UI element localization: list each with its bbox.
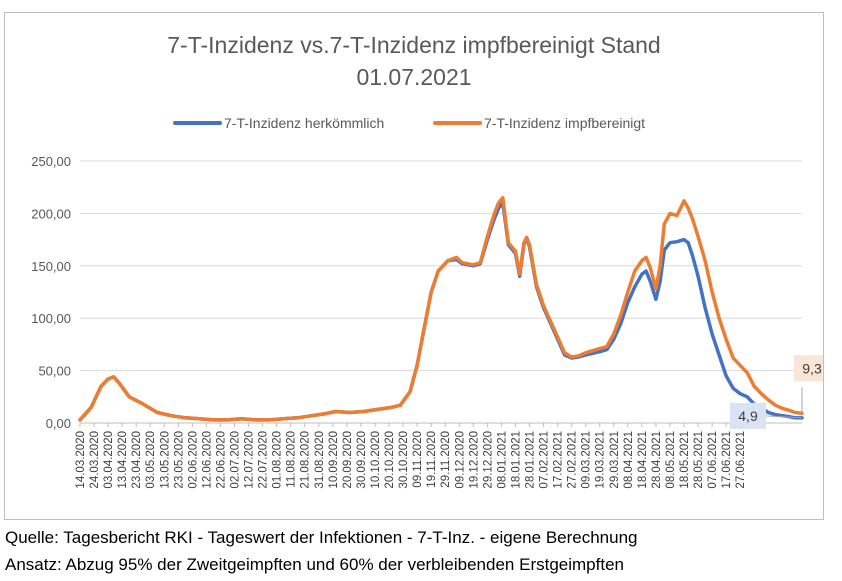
x-tick-label: 29.11.2020 [440,431,452,488]
x-tick-label: 03.04.2020 [103,431,115,489]
gridlines [80,160,802,424]
x-tick-label: 02.07.2020 [230,431,242,489]
x-tick-label: 28.04.2021 [651,431,663,489]
x-tick-label: 22.07.2020 [258,431,270,489]
y-tick-label: 200,00 [31,206,71,221]
x-tick-label: 19.12.2020 [468,431,480,489]
x-tick-label: 12.06.2020 [201,431,213,489]
x-tick-label: 10.09.2020 [328,431,340,489]
series-line-impfbereinigt [78,195,804,422]
x-tick-label: 28.05.2021 [693,431,705,489]
data-label-impfbereinigt: 9,3 [802,360,822,376]
x-tick-label: 02.06.2020 [187,431,199,489]
series-lines [78,195,804,422]
chart-frame: 7-T-Inzidenz vs.7-T-Inzidenz impfbereini… [4,12,824,520]
x-tick-label: 13.04.2020 [117,431,129,489]
x-tick-label: 19.11.2020 [426,431,438,488]
x-tick-label: 29.12.2020 [482,431,494,489]
series-line-herkoemmlich [78,201,804,422]
x-tick-label: 08.01.2021 [496,431,508,489]
x-tick-label: 22.06.2020 [215,431,227,489]
x-tick-label: 30.09.2020 [356,431,368,489]
x-tick-label: 07.02.2021 [539,431,551,489]
x-tick-label: 21.08.2020 [300,431,312,489]
y-tick-label: 50,00 [38,364,71,379]
chart-title-line-1: 7-T-Inzidenz vs.7-T-Inzidenz impfbereini… [167,32,660,58]
y-tick-label: 100,00 [31,311,71,326]
y-tick-label: 0,00 [46,416,71,431]
x-tick-label: 11.08.2020 [286,431,298,488]
x-tick-label: 09.03.2021 [581,431,593,489]
x-tick-label: 20.10.2020 [384,431,396,489]
legend-label-impfbereinigt: 7-T-Inzidenz impfbereinigt [484,115,645,131]
x-tick-label: 14.03.2020 [75,431,87,489]
y-tick-label: 250,00 [31,154,71,169]
data-labels: 9,3 4,9 [730,355,823,429]
y-tick-label: 150,00 [31,259,71,274]
data-label-box-herkoemmlich [730,402,766,429]
x-tick-label: 12.07.2020 [244,431,256,489]
x-tick-label: 17.06.2021 [721,431,733,489]
footer-source-note: Quelle: Tagesbericht RKI - Tageswert der… [5,528,638,547]
x-tick-label: 18.04.2021 [637,431,649,489]
x-tick-label: 09.11.2020 [412,431,424,488]
x-tick-label: 19.03.2021 [595,431,607,489]
x-tick-label: 30.10.2020 [398,431,410,489]
x-tick-label: 01.08.2020 [272,431,284,489]
x-tick-label: 23.05.2020 [173,431,185,489]
x-tick-label: 13.05.2020 [159,431,171,489]
x-tick-label: 09.12.2020 [454,431,466,489]
x-tick-label: 18.01.2021 [510,431,522,489]
chart-area: 7-T-Inzidenz vs.7-T-Inzidenz impfbereini… [31,32,823,489]
x-axis: 14.03.2020 24.03.2020 03.04.2020 13.04.2020… [75,423,747,489]
x-tick-label: 18.05.2021 [679,431,691,489]
legend: 7-T-Inzidenz herkömmlich 7-T-Inzidenz im… [173,115,645,131]
leader-line-herkoemmlich [765,415,803,419]
x-tick-label: 08.04.2021 [623,431,635,489]
data-label-box-impfbereinigt [794,355,823,382]
x-tick-label: 28.01.2021 [524,431,536,489]
footer-approach-note: Ansatz: Abzug 95% der Zweitgeimpften und… [5,555,624,574]
legend-label-herkoemmlich: 7-T-Inzidenz herkömmlich [224,115,384,131]
x-tick-label: 23.04.2020 [131,431,143,489]
x-tick-label: 27.02.2021 [567,431,579,489]
chart-title-line-2: 01.07.2021 [356,64,471,90]
x-tick-label: 24.03.2020 [89,431,101,489]
x-tick-label: 07.06.2021 [707,431,719,489]
x-tick-label: 17.02.2021 [553,431,565,489]
y-axis: 0,00 50,00 100,00 150,00 200,00 250,00 [31,154,71,431]
x-tick-label: 29.03.2021 [609,431,621,489]
data-label-herkoemmlich: 4,9 [738,408,758,424]
x-tick-label: 31.08.2020 [314,431,326,489]
x-tick-label: 03.05.2020 [145,431,157,489]
x-tick-label: 20.09.2020 [342,431,354,489]
x-tick-label: 27.06.2021 [735,431,747,489]
x-tick-label: 10.10.2020 [370,431,382,489]
x-tick-label: 08.05.2021 [665,431,677,489]
